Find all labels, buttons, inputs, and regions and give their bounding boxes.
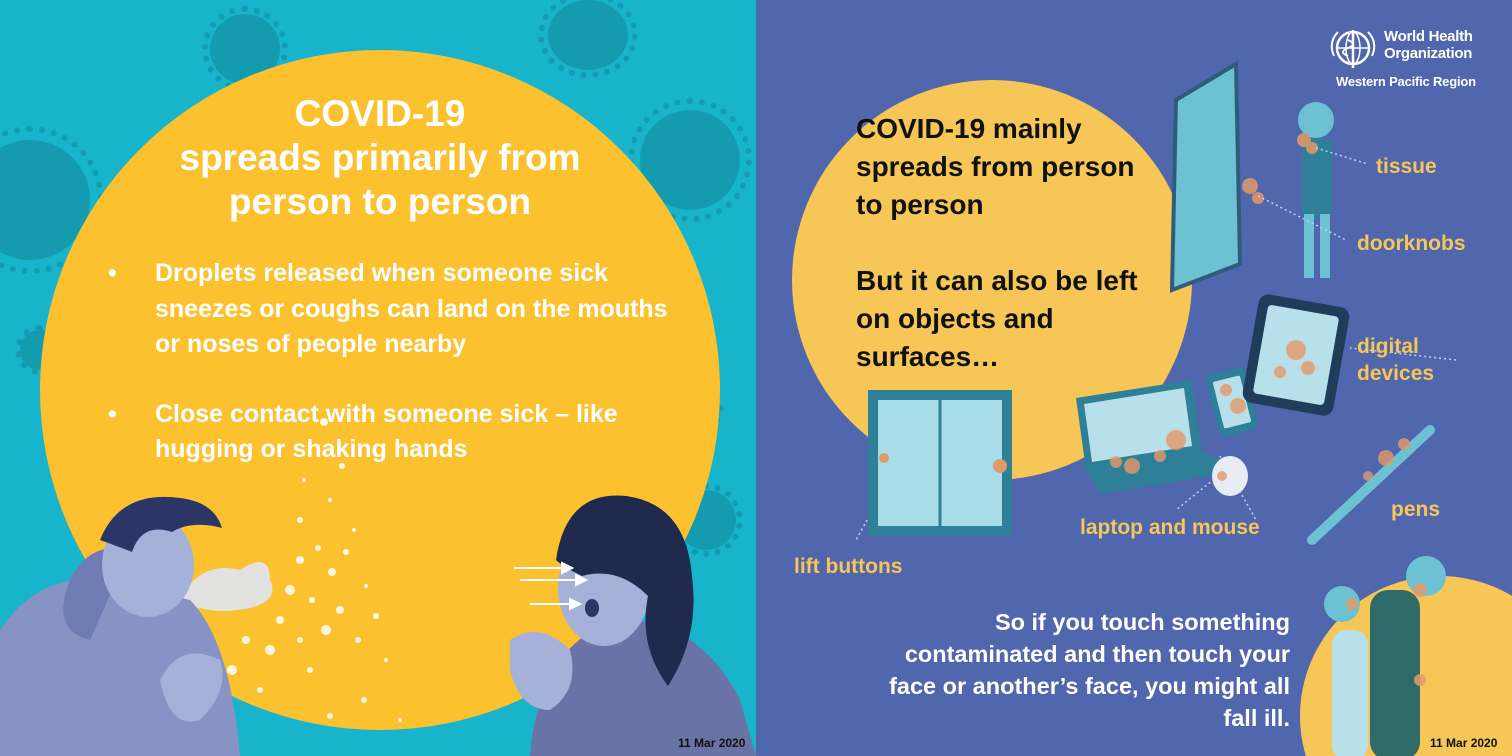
bullet-item-droplets: Droplets released when someone sick snee… — [108, 256, 668, 363]
bottom-warning-text: So if you touch something contaminated a… — [889, 609, 1290, 731]
who-name-line: Organization — [1384, 45, 1473, 62]
virus-icon — [538, 0, 638, 79]
label-lift-buttons: lift buttons — [794, 555, 903, 578]
who-name-line: World Health — [1384, 28, 1473, 45]
right-panel: COVID-19 mainly spreads from person to p… — [756, 0, 1512, 756]
title-line: COVID-19 — [294, 93, 466, 134]
who-region: Western Pacific Region — [1336, 74, 1476, 89]
who-name: World Health Organization — [1384, 28, 1473, 62]
date-stamp: 11 Mar 2020 — [678, 736, 746, 750]
main-statement: COVID-19 mainly spreads from person to p… — [856, 113, 1135, 220]
title-line: spreads primarily from — [179, 137, 581, 178]
secondary-statement: But it can also be left on objects and s… — [856, 265, 1138, 372]
left-panel: COVID-19 spreads primarily from person t… — [0, 0, 756, 756]
right-main-text: COVID-19 mainly spreads from person to p… — [856, 110, 1166, 376]
label-doorknobs: doorknobs — [1357, 232, 1466, 255]
who-emblem-icon — [1330, 30, 1376, 68]
label-pens: pens — [1391, 498, 1441, 521]
bullet-list: Droplets released when someone sick snee… — [108, 256, 668, 468]
date-stamp: 11 Mar 2020 — [1430, 736, 1498, 750]
title-line: person to person — [228, 181, 532, 222]
label-tissue: tissue — [1376, 155, 1437, 178]
who-logo: World Health Organization Western Pacifi… — [1328, 24, 1500, 94]
contaminated-surfaces-illustration — [855, 60, 1457, 756]
bullet-item-close-contact: Close contact with someone sick – like h… — [108, 397, 668, 468]
sneezing-people-illustration — [0, 418, 756, 756]
left-title: COVID-19 spreads primarily from person t… — [110, 92, 650, 224]
label-digital-devices: digital devices — [1357, 335, 1435, 385]
label-laptop-and-mouse: laptop and mouse — [1080, 516, 1260, 539]
